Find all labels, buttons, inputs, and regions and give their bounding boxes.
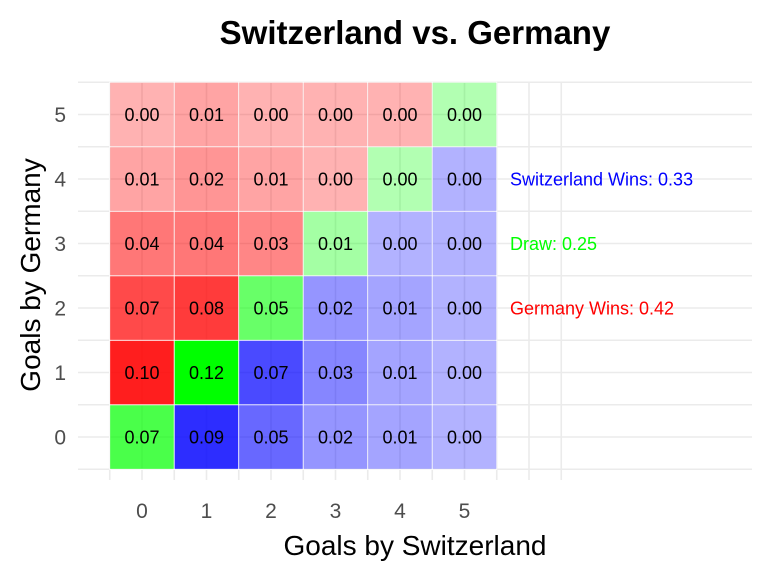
x-tick-label: 1 — [201, 500, 213, 523]
x-axis-title: Goals by Switzerland — [283, 530, 546, 561]
cell-value-label: 0.00 — [447, 428, 482, 448]
cell-labels: 0.07 0.09 0.05 0.02 0.01 0.00 0.10 0.12 0.07 0.03… — [124, 105, 482, 448]
cell-value-label: 0.12 — [189, 363, 224, 383]
y-tick-label: 2 — [54, 298, 66, 321]
cell-value-label: 0.03 — [253, 234, 288, 254]
heatmap-cell — [431, 404, 498, 470]
heatmap-cell — [173, 81, 240, 148]
heatmap-cell — [367, 339, 433, 406]
heatmap-cell — [302, 81, 369, 148]
cell-value-label: 0.10 — [124, 363, 159, 383]
cell-value-label: 0.05 — [253, 428, 288, 448]
heatmap-cell — [431, 275, 498, 341]
cell-value-label: 0.00 — [447, 105, 482, 125]
cell-value-label: 0.05 — [253, 299, 288, 319]
y-tick-label: 4 — [54, 169, 66, 192]
cell-value-label: 0.00 — [382, 170, 417, 190]
heatmap-cell — [367, 404, 433, 470]
cell-value-label: 0.00 — [447, 363, 482, 383]
heatmap-cell — [173, 146, 240, 212]
cell-value-label: 0.08 — [189, 299, 224, 319]
y-tick-label: 5 — [54, 104, 66, 127]
cell-value-label: 0.02 — [189, 170, 224, 190]
chart-title: Switzerland vs. Germany — [220, 14, 611, 51]
cell-value-label: 0.02 — [318, 299, 353, 319]
x-tick-label: 4 — [394, 500, 406, 523]
cell-value-label: 0.00 — [318, 170, 353, 190]
cell-value-label: 0.00 — [124, 105, 159, 125]
heatmap-cell — [238, 210, 304, 277]
outcome-annotation: Germany Wins: 0.42 — [510, 299, 674, 319]
heatmap-cell — [367, 81, 433, 148]
cell-value-label: 0.07 — [253, 363, 288, 383]
cell-value-label: 0.04 — [189, 234, 224, 254]
cell-value-label: 0.03 — [318, 363, 353, 383]
heatmap-cell — [173, 404, 240, 470]
cell-value-label: 0.01 — [189, 105, 224, 125]
cell-value-label: 0.07 — [124, 299, 159, 319]
cell-value-label: 0.07 — [124, 428, 159, 448]
heatmap-cell — [173, 275, 240, 341]
heatmap-cell — [302, 275, 369, 341]
heatmap-cell — [109, 339, 175, 406]
x-tick-label: 2 — [265, 500, 277, 523]
heatmap-cells — [109, 81, 498, 470]
cell-value-label: 0.00 — [382, 105, 417, 125]
y-tick-label: 1 — [54, 362, 66, 385]
heatmap-cell — [367, 275, 433, 341]
cell-value-label: 0.02 — [318, 428, 353, 448]
heatmap-cell — [173, 339, 240, 406]
cell-value-label: 0.01 — [382, 299, 417, 319]
outcome-annotation: Draw: 0.25 — [510, 234, 597, 254]
cell-value-label: 0.00 — [253, 105, 288, 125]
outcome-annotations: Switzerland Wins: 0.33 Draw: 0.25 Germany … — [510, 170, 693, 319]
y-tick-label: 0 — [54, 427, 66, 450]
cell-value-label: 0.01 — [382, 428, 417, 448]
heatmap-cell — [367, 146, 433, 212]
heatmap-cell — [109, 146, 175, 212]
axis-ticks: 0 1 2 3 4 5 0 1 2 3 4 5 — [54, 104, 470, 523]
cell-value-label: 0.00 — [447, 299, 482, 319]
cell-value-label: 0.00 — [382, 234, 417, 254]
x-tick-label: 3 — [330, 500, 342, 523]
cell-value-label: 0.01 — [124, 170, 159, 190]
cell-value-label: 0.00 — [318, 105, 353, 125]
x-tick-label: 5 — [459, 500, 471, 523]
cell-value-label: 0.00 — [447, 234, 482, 254]
heatmap-cell — [431, 339, 498, 406]
heatmap-cell — [173, 210, 240, 277]
y-tick-label: 3 — [54, 233, 66, 256]
cell-value-label: 0.01 — [382, 363, 417, 383]
heatmap-cell — [431, 81, 498, 148]
cell-value-label: 0.04 — [124, 234, 159, 254]
heatmap-cell — [238, 275, 304, 341]
cell-value-label: 0.00 — [447, 170, 482, 190]
x-tick-label: 0 — [136, 500, 148, 523]
heatmap-cell — [238, 339, 304, 406]
heatmap-cell — [109, 404, 175, 470]
cell-value-label: 0.01 — [318, 234, 353, 254]
cell-value-label: 0.09 — [189, 428, 224, 448]
heatmap-cell — [302, 339, 369, 406]
heatmap-cell — [238, 81, 304, 148]
cell-value-label: 0.01 — [253, 170, 288, 190]
y-axis-title: Goals by Germany — [15, 158, 46, 391]
outcome-annotation: Switzerland Wins: 0.33 — [510, 170, 693, 190]
heatmap-cell — [238, 404, 304, 470]
heatmap-cell — [238, 146, 304, 212]
